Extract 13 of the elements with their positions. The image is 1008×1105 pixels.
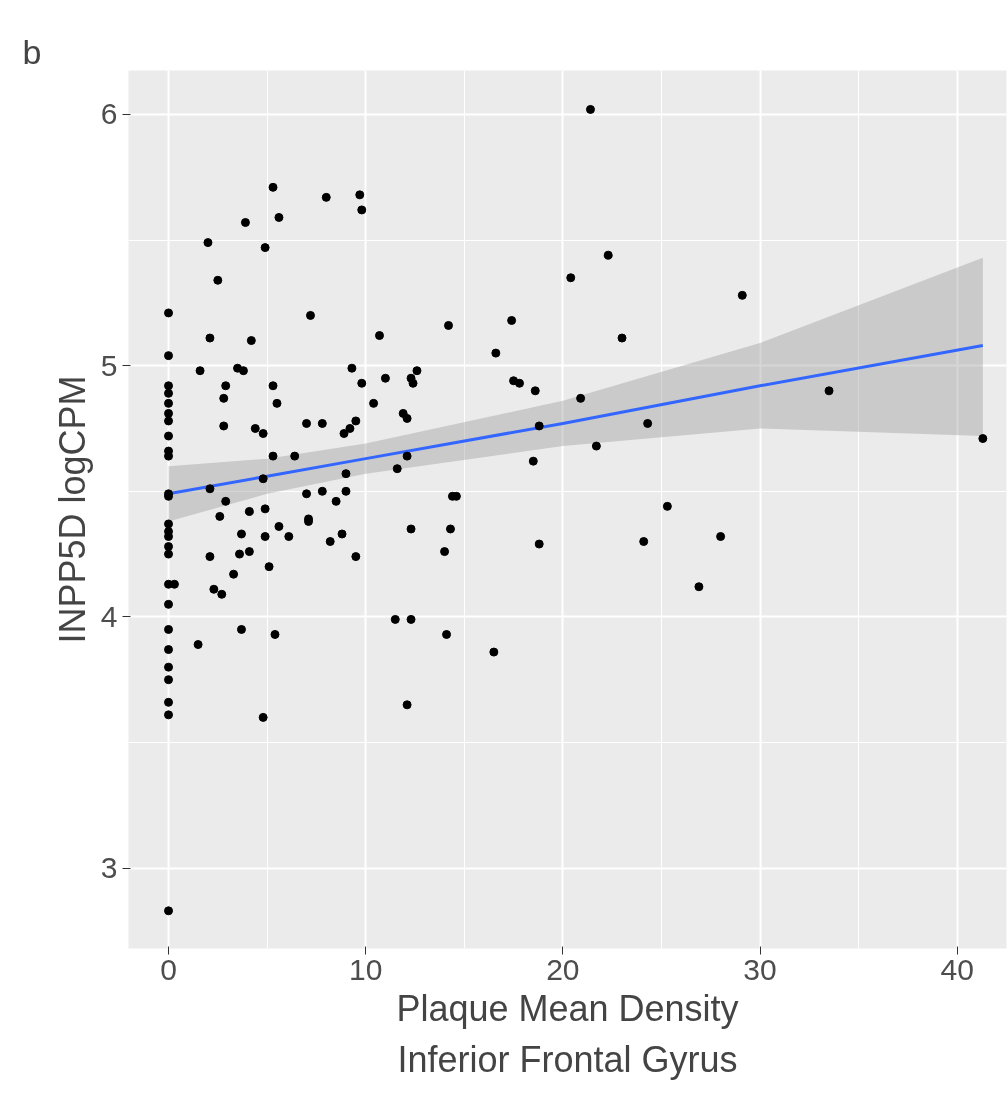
x-tick-label: 10: [349, 952, 383, 986]
y-axis-title: INPP5D logCPM: [51, 375, 93, 644]
x-tick-label: 20: [546, 952, 580, 986]
x-tick-label: 0: [160, 952, 177, 986]
text: b: [22, 32, 42, 71]
y-tick-label: 4: [100, 599, 118, 633]
y-tick-label: 5: [100, 348, 118, 382]
y-tick-label: 6: [100, 97, 118, 131]
y-tick-label: 3: [100, 851, 118, 885]
x-axis-title: Plaque Mean Density: [396, 987, 739, 1029]
text: Inferior Frontal Gyrus: [397, 1038, 738, 1080]
x-tick-label: 30: [743, 952, 777, 986]
x-tick-label: 40: [940, 952, 974, 986]
